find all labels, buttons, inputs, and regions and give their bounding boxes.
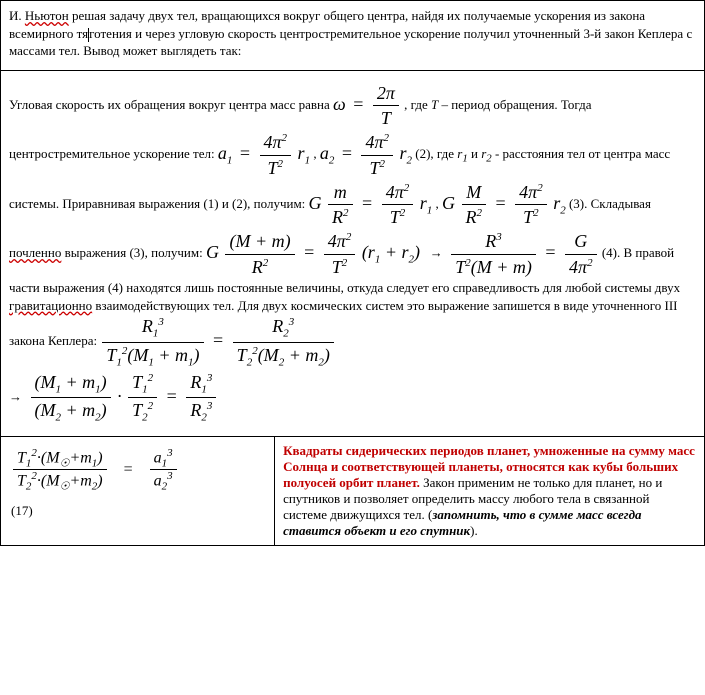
eq-gmr2: G MR2 = 4π2T2 r2 [442, 180, 566, 230]
var-r2: r2 [481, 146, 491, 161]
intro-text: И. Ньютон решая задачу двух тел, вращающ… [9, 8, 692, 58]
eq-sum: G (M + m)R2 = 4π2T2 (r1 + r2) [206, 229, 420, 279]
txt: и [471, 146, 478, 161]
var-r1: r1 [457, 146, 467, 161]
eq-final: T12·(M☉+m1) T22·(M☉+m2) = a13 a23 [11, 447, 179, 493]
para: Угловая скорость их обращения вокруг цен… [9, 96, 333, 111]
eq-gmr1: G mR2 = 4π2T2 r1 [309, 180, 433, 230]
eq-a1: a1 = 4π2T2 r1 [218, 130, 310, 180]
law-formula-cell: T12·(M☉+m1) T22·(M☉+m2) = a13 a23 (17) [1, 437, 275, 545]
eq-a2: a2 = 4π2T2 r2 [320, 130, 412, 180]
intro-cell: И. Ньютон решая задачу двух тел, вращающ… [0, 0, 705, 71]
eq-kepler3: R13 T12(M1 + m1) = R23 T22(M2 + m2) [100, 314, 336, 370]
txt: , где [404, 96, 431, 111]
derivation-cell: Угловая скорость их обращения вокруг цен… [0, 71, 705, 437]
eq-kepler3b: (M1 + m1) (M2 + m2) · T12 T22 = R13 R23 [29, 370, 219, 426]
eq-number: (17) [11, 503, 264, 519]
var-T: Т [431, 96, 438, 111]
eq-omega: ω = 2πT [333, 81, 401, 131]
law-row: T12·(M☉+m1) T22·(M☉+m2) = a13 a23 (17) К… [0, 437, 705, 546]
eq-ratio: R3T2(M + m) = G4π2 [449, 229, 598, 279]
law-tail3: ). [470, 523, 478, 538]
text-cursor [88, 28, 89, 42]
txt: (2), где [415, 146, 457, 161]
law-text-cell: Квадраты сидерических периодов планет, у… [275, 437, 704, 545]
